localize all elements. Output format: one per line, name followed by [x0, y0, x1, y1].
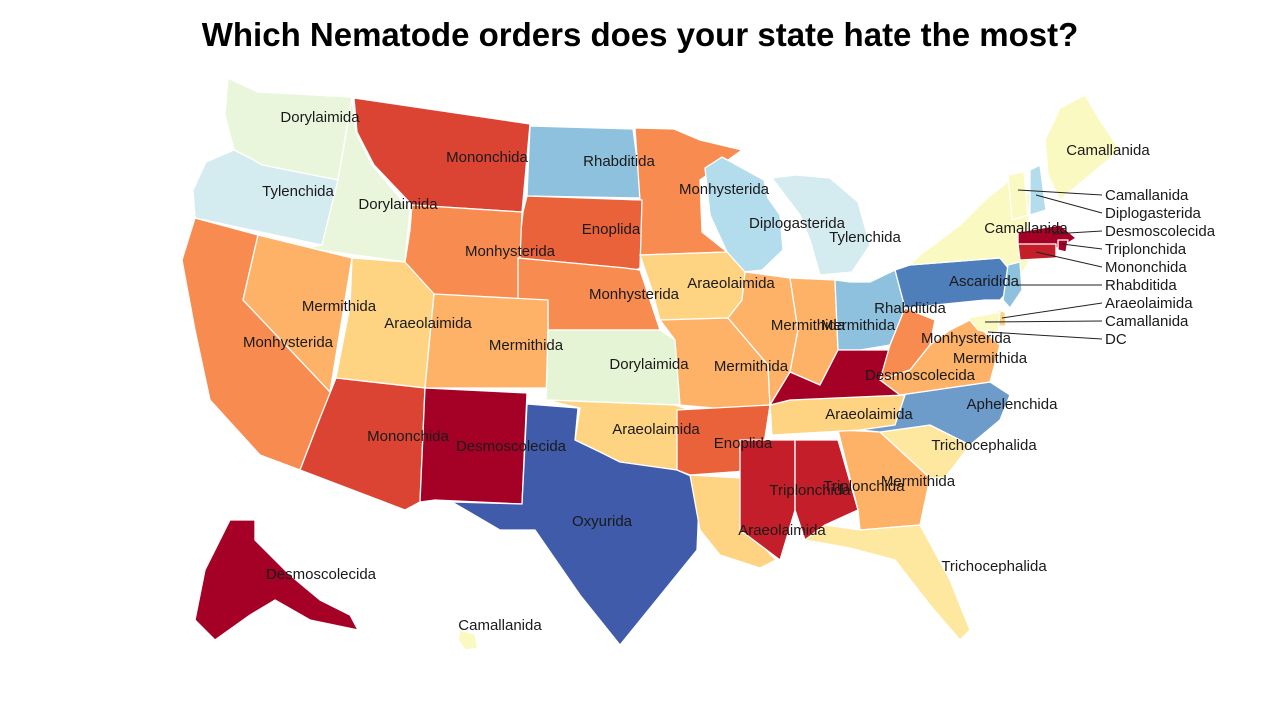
state-label-oh: Rhabditida — [874, 300, 946, 317]
state-label-mo: Mermithida — [714, 358, 789, 375]
callout-label-ma: Desmoscolecida — [1105, 223, 1216, 240]
state-label-il: Mermithida — [771, 317, 846, 334]
state-label-ny: Camallanida — [984, 220, 1068, 237]
state-ri — [1057, 239, 1069, 253]
state-label-mi: Tylenchida — [829, 229, 901, 246]
state-label-nd: Rhabditida — [583, 153, 655, 170]
state-tx — [451, 403, 701, 646]
leader-line-nh — [1035, 194, 1103, 214]
state-label-al: Triplonchida — [823, 478, 905, 495]
callout-label-md: Camallanida — [1105, 313, 1189, 330]
state-label-nc: Aphelenchida — [967, 396, 1059, 413]
state-label-wa: Dorylaimida — [280, 109, 360, 126]
state-label-co: Mermithida — [489, 337, 564, 354]
state-label-sc: Trichocephalida — [931, 437, 1037, 454]
callout-label-nj: Rhabditida — [1105, 277, 1177, 294]
state-nh — [1029, 164, 1047, 216]
state-ky — [769, 349, 906, 406]
state-label-ky: Desmoscolecida — [865, 367, 976, 384]
state-ms — [739, 439, 796, 561]
state-label-ga: Mermithida — [881, 473, 956, 490]
leader-line-ri — [1061, 243, 1103, 250]
leader-line-vt — [1017, 189, 1103, 196]
state-nj — [1002, 261, 1023, 309]
state-label-ks: Dorylaimida — [609, 356, 689, 373]
state-me — [1044, 94, 1121, 201]
state-label-ia: Araeolaimida — [687, 275, 775, 292]
state-label-id: Dorylaimida — [358, 196, 438, 213]
state-fl — [804, 524, 971, 641]
state-label-wi: Diplogasterida — [749, 215, 846, 232]
state-label-ne: Monhysterida — [589, 286, 680, 303]
state-label-tx: Oxyurida — [572, 513, 633, 530]
state-mi — [771, 174, 871, 276]
callout-label-nh: Diplogasterida — [1105, 205, 1202, 222]
state-label-pa: Ascaridida — [949, 273, 1020, 290]
state-hi — [457, 629, 479, 651]
callout-label-dc: DC — [1105, 331, 1127, 348]
state-label-va: Mermithida — [953, 350, 1028, 367]
state-id — [305, 96, 411, 263]
state-label-ca: Monhysterida — [243, 334, 334, 351]
callout-label-de: Araeolaimida — [1105, 295, 1193, 312]
state-label-mt: Mononchida — [446, 149, 528, 166]
leader-line-md — [984, 320, 1103, 323]
leader-line-ct — [1035, 251, 1103, 268]
state-label-ut: Araeolaimida — [384, 315, 472, 332]
map-title: Which Nematode orders does your state ha… — [201, 16, 1079, 53]
state-label-or: Tylenchida — [262, 183, 334, 200]
state-label-wy: Monhysterida — [465, 243, 556, 260]
state-label-sd: Enoplida — [582, 221, 641, 238]
state-label-ms: Triplonchida — [769, 482, 851, 499]
leader-line-dc — [987, 331, 1103, 340]
state-label-az: Mononchida — [367, 428, 449, 445]
state-nm — [419, 387, 528, 505]
state-label-in: Mermithida — [821, 317, 896, 334]
state-label-fl: Trichocephalida — [941, 558, 1047, 575]
state-wi — [704, 156, 784, 273]
state-label-wv: Monhysterida — [921, 330, 1012, 347]
leader-line-ma — [1051, 230, 1103, 235]
callout-label-ri: Triplonchida — [1105, 241, 1187, 258]
state-label-ar: Enoplida — [714, 435, 773, 452]
state-label-ak: Desmoscolecida — [266, 566, 377, 583]
callout-label-ct: Mononchida — [1105, 259, 1187, 276]
state-label-mn: Monhysterida — [679, 181, 770, 198]
state-label-me: Camallanida — [1066, 142, 1150, 159]
state-ak — [194, 519, 359, 641]
leader-line-de — [1001, 302, 1103, 319]
state-md — [967, 311, 1001, 335]
callout-label-vt: Camallanida — [1105, 187, 1189, 204]
state-label-nm: Desmoscolecida — [456, 438, 567, 455]
state-label-tn: Araeolaimida — [825, 406, 913, 423]
state-label-nv: Mermithida — [302, 298, 377, 315]
state-vt — [1007, 171, 1029, 221]
state-label-hi: Camallanida — [458, 617, 542, 634]
state-label-la: Araeolaimida — [738, 522, 826, 539]
state-label-ok: Araeolaimida — [612, 421, 700, 438]
